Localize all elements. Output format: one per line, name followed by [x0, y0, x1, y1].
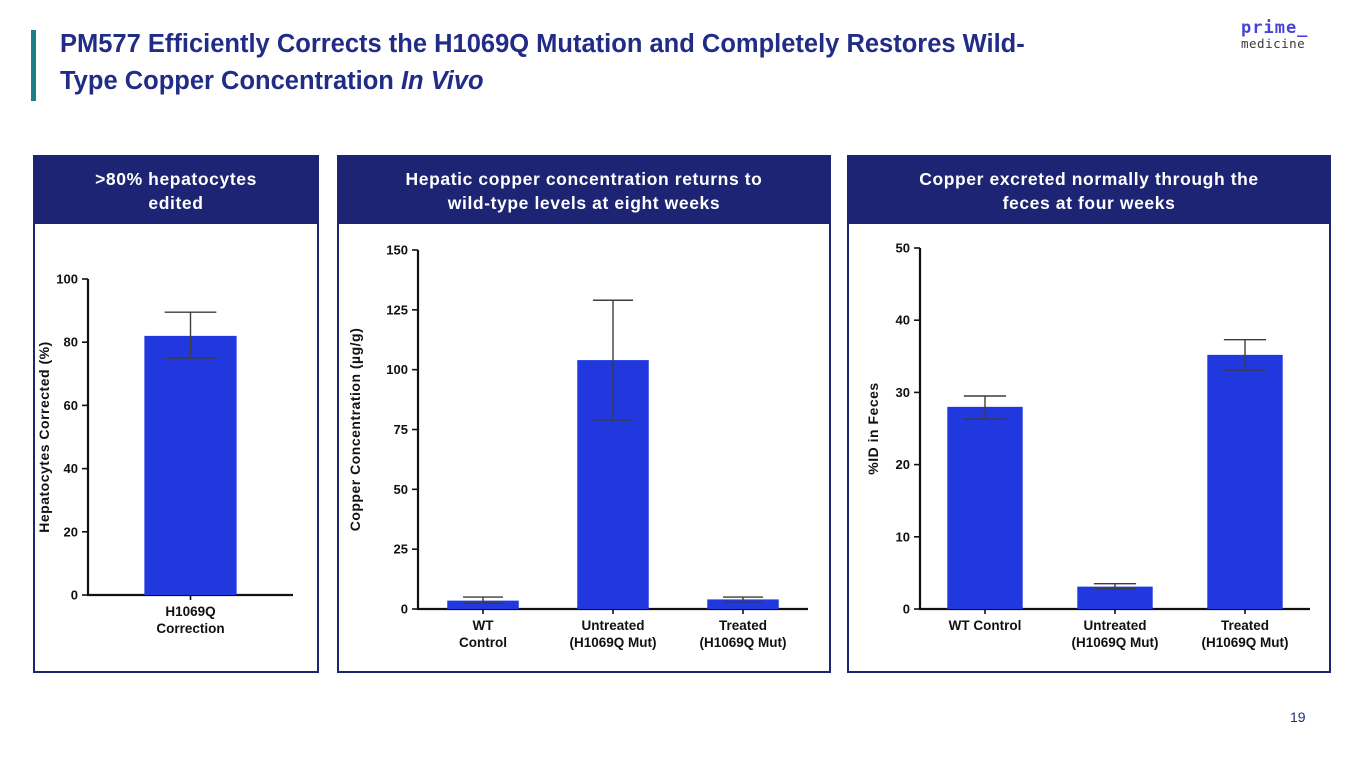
x-category-label: (H1069Q Mut) [699, 635, 786, 650]
panel-header: >80% hepatocytes edited [35, 157, 317, 224]
chart-hepatocytes-corrected: 0 20 40 60 80 100 Hepatocytes Corrected (%) H10… [35, 224, 317, 671]
slide-title-italic: In Vivo [400, 67, 484, 95]
y-tick-label: 60 [64, 398, 78, 413]
y-axis-title: Hepatocytes Corrected (%) [36, 341, 52, 532]
bar-chart-canvas: 0 25 50 75 100 125 150 Copper Concentration (µg… [347, 243, 808, 650]
title-accent-bar [31, 30, 36, 101]
bar [707, 599, 779, 609]
bar [447, 600, 519, 609]
x-category-label: WT Control [949, 618, 1022, 633]
slide-title: PM577 Efficiently Corrects the H1069Q Mu… [60, 26, 1210, 100]
x-category-label: Untreated [1083, 618, 1146, 633]
y-tick-label: 125 [386, 302, 408, 317]
page-number: 19 [1290, 709, 1306, 725]
x-category-label: Control [459, 635, 507, 650]
x-category-label: H1069Q [165, 604, 215, 619]
y-tick-label: 20 [64, 524, 78, 539]
y-tick-label: 25 [394, 542, 408, 557]
y-tick-label: 50 [394, 482, 408, 497]
y-tick-label: 50 [896, 241, 910, 256]
chart-id-in-feces: 0 10 20 30 40 50 %ID in Feces WT Control Untreat… [849, 224, 1329, 671]
bar [1207, 354, 1283, 609]
y-tick-label: 100 [56, 272, 78, 287]
bar [1077, 586, 1153, 609]
bar [947, 406, 1023, 609]
y-tick-label: 0 [903, 602, 910, 617]
x-category-label: Untreated [581, 618, 644, 633]
bar-chart-canvas: 0 10 20 30 40 50 %ID in Feces WT Control Untreat… [865, 241, 1310, 650]
y-tick-label: 20 [896, 457, 910, 472]
y-tick-label: 75 [394, 422, 408, 437]
y-axis-title: %ID in Feces [865, 382, 881, 474]
panel-header: Hepatic copper concentration returns to … [339, 157, 829, 224]
panel-hepatic-copper: Hepatic copper concentration returns to … [337, 155, 831, 673]
y-tick-label: 100 [386, 362, 408, 377]
x-category-label: WT [473, 618, 495, 633]
y-tick-label: 80 [64, 335, 78, 350]
y-tick-label: 0 [71, 588, 78, 603]
logo-wordmark-prime: prime_ [1241, 18, 1309, 38]
y-tick-label: 150 [386, 243, 408, 258]
panel-header: Copper excreted normally through the fec… [849, 157, 1329, 224]
bar-chart-canvas: 0 20 40 60 80 100 Hepatocytes Corrected (%) H10… [36, 272, 293, 636]
panel-copper-excretion: Copper excreted normally through the fec… [847, 155, 1331, 673]
logo-wordmark-medicine: medicine [1241, 36, 1306, 51]
x-category-label: Correction [156, 621, 224, 636]
y-tick-label: 30 [896, 385, 910, 400]
x-category-label: (H1069Q Mut) [569, 635, 656, 650]
panel-hepatocytes-edited: >80% hepatocytes edited 0 20 40 60 80 100 Hepa… [33, 155, 319, 673]
company-logo: prime_ medicine [1241, 20, 1308, 51]
y-tick-label: 0 [401, 602, 408, 617]
y-tick-label: 40 [896, 313, 910, 328]
chart-copper-concentration: 0 25 50 75 100 125 150 Copper Concentration (µg… [339, 224, 829, 671]
x-category-label: (H1069Q Mut) [1201, 635, 1288, 650]
y-tick-label: 40 [64, 461, 78, 476]
x-category-label: (H1069Q Mut) [1071, 635, 1158, 650]
y-axis-title: Copper Concentration (µg/g) [347, 328, 363, 532]
x-category-label: Treated [1221, 618, 1269, 633]
x-category-label: Treated [719, 618, 767, 633]
y-tick-label: 10 [896, 529, 910, 544]
slide-title-text: PM577 Efficiently Corrects the H1069Q Mu… [60, 30, 1025, 95]
bar [144, 335, 237, 595]
